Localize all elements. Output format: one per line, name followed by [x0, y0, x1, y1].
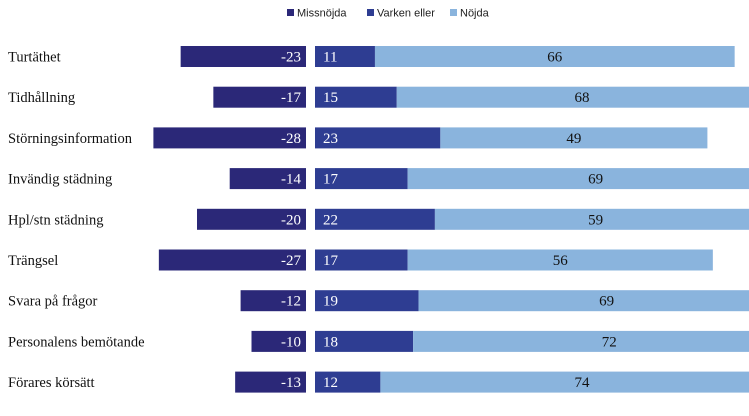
value-label-missnojda: -12 — [281, 294, 301, 310]
bar-nojda — [380, 371, 749, 393]
bar-missnojda — [251, 330, 306, 352]
value-label-varken-eller: 12 — [323, 375, 338, 391]
bar-varken-eller — [315, 86, 397, 108]
value-label-nojda: 66 — [547, 50, 563, 66]
bar-varken-eller — [315, 249, 408, 271]
value-label-nojda: 72 — [602, 334, 617, 350]
value-label-varken-eller: 11 — [323, 50, 337, 66]
value-label-nojda: 69 — [588, 172, 603, 188]
legend-label-varken-eller: Varken eller — [377, 8, 435, 20]
value-label-varken-eller: 19 — [323, 294, 338, 310]
category-label: Trängsel — [8, 253, 58, 269]
legend-swatch-n-jda — [450, 9, 457, 16]
value-label-missnojda: -10 — [281, 334, 301, 350]
value-label-nojda: 59 — [588, 212, 603, 228]
legend-label-missn-jda: Missnöjda — [297, 8, 347, 20]
legend-swatch-missn-jda — [287, 9, 294, 16]
legend: Missnöjda Varken eller Nöjda — [287, 8, 490, 20]
legend-label-n-jda: Nöjda — [460, 8, 490, 20]
bar-nojda — [440, 127, 708, 149]
category-label: Personalens bemötande — [8, 334, 145, 350]
value-label-missnojda: -13 — [281, 375, 301, 391]
bar-nojda — [407, 249, 713, 271]
value-label-missnojda: -20 — [281, 212, 301, 228]
value-label-nojda: 68 — [575, 90, 590, 106]
category-label: Svara på frågor — [8, 294, 98, 310]
bar-nojda — [396, 86, 749, 108]
value-label-varken-eller: 17 — [323, 253, 339, 269]
value-label-varken-eller: 17 — [323, 172, 339, 188]
category-label: Invändig städning — [8, 172, 112, 188]
bar-missnojda — [153, 127, 306, 149]
bar-varken-eller — [315, 208, 435, 230]
bar-varken-eller — [315, 371, 381, 393]
bar-nojda — [407, 168, 749, 190]
category-label: Turtäthet — [8, 50, 61, 66]
category-label: Störningsinformation — [8, 131, 133, 147]
value-label-nojda: 56 — [553, 253, 569, 269]
category-labels: Turtäthet Tidhållning Störningsinformation… — [8, 50, 145, 392]
bar-varken-eller — [315, 46, 375, 67]
bar-missnojda — [229, 168, 306, 190]
category-label: Förares körsätt — [8, 375, 95, 391]
bar-missnojda — [180, 46, 306, 67]
category-label: Hpl/stn städning — [8, 212, 103, 228]
bar-varken-eller — [315, 290, 419, 312]
value-label-missnojda: -14 — [281, 172, 301, 188]
value-label-missnojda: -27 — [281, 253, 301, 269]
bar-varken-eller — [315, 127, 441, 149]
category-label: Tidhållning — [8, 90, 75, 106]
bar-missnojda — [197, 208, 306, 230]
bar-nojda — [418, 290, 749, 312]
bar-nojda — [374, 46, 735, 67]
value-label-varken-eller: 22 — [323, 212, 338, 228]
value-label-nojda: 74 — [575, 375, 591, 391]
value-label-missnojda: -17 — [281, 90, 301, 106]
bar-missnojda — [158, 249, 306, 271]
value-label-varken-eller: 18 — [323, 334, 338, 350]
legend-swatch-varken-eller — [367, 9, 374, 16]
value-label-missnojda: -28 — [281, 131, 301, 147]
value-label-nojda: 69 — [599, 294, 614, 310]
value-label-missnojda: -23 — [281, 50, 301, 66]
bar-varken-eller — [315, 330, 414, 352]
value-label-varken-eller: 15 — [323, 90, 338, 106]
bars: -23 11 66 -17 15 68 -28 23 49 -14 17 69 -20 22 59 -27 17… — [153, 46, 749, 393]
value-label-varken-eller: 23 — [323, 131, 338, 147]
bar-varken-eller — [315, 168, 408, 190]
bar-nojda — [413, 330, 749, 352]
bar-missnojda — [213, 86, 306, 108]
value-label-nojda: 49 — [566, 131, 581, 147]
bar-nojda — [434, 208, 749, 230]
bar-missnojda — [235, 371, 306, 393]
bar-missnojda — [240, 290, 306, 312]
